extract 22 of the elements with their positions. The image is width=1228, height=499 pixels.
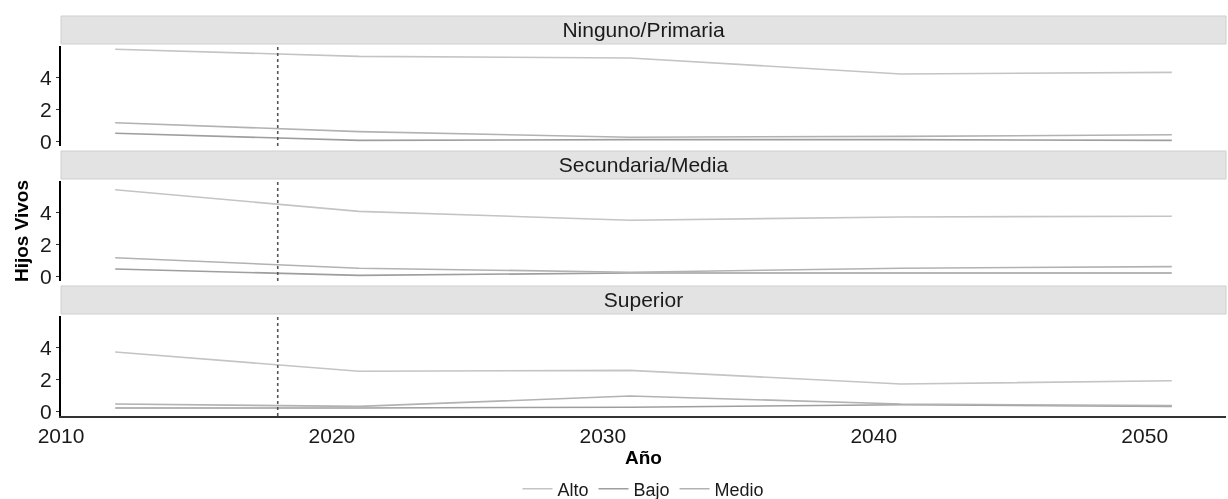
chart-title: Superior [603,288,684,312]
y-tick-label: 0 [40,264,52,288]
legend-label: Medio [714,479,764,499]
x-tick-label: 2010 [37,423,85,447]
legend-label: Alto [557,479,589,499]
y-axis-title: Hijos Vivos [11,179,33,283]
chart-title: Secundaria/Media [558,153,729,177]
y-tick-label: 2 [40,367,52,391]
y-tick-label: 4 [40,335,53,359]
y-tick-label: 0 [40,399,52,423]
legend-label: Bajo [633,479,670,499]
x-tick-label: 2040 [850,423,898,447]
y-tick-label: 4 [40,200,53,224]
y-tick-label: 0 [40,129,52,153]
y-tick-label: 2 [40,97,52,121]
y-tick-label: 4 [40,65,53,89]
x-tick-label: 2050 [1121,423,1169,447]
y-tick-label: 2 [40,232,52,256]
x-axis-title: Año [625,446,662,468]
x-tick-label: 2020 [308,423,356,447]
chart-title: Ninguno/Primaria [562,18,725,42]
x-tick-label: 2030 [579,423,627,447]
